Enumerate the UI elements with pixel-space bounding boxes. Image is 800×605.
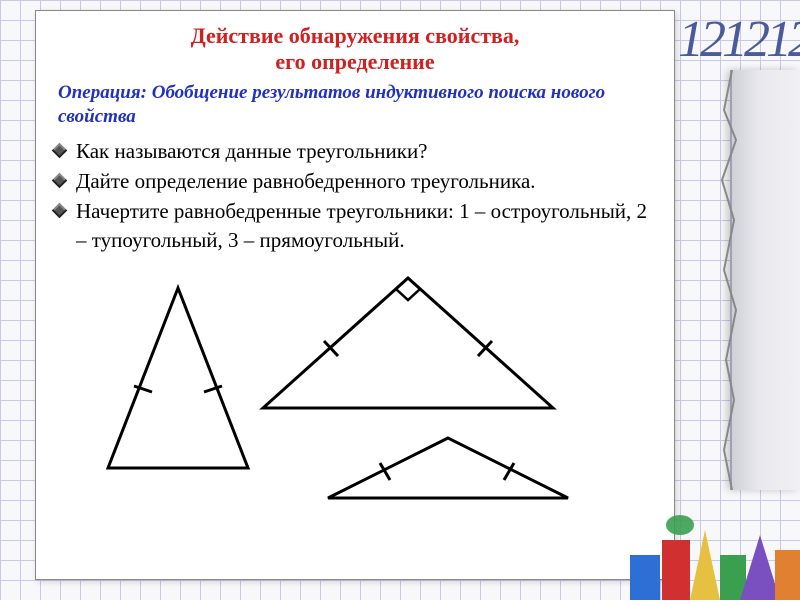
corner-shapes-svg bbox=[620, 500, 800, 600]
title-line2: его определение bbox=[58, 49, 652, 75]
right-angle-marker bbox=[396, 278, 420, 300]
obtuse-triangle bbox=[328, 438, 568, 498]
diamond-icon bbox=[52, 142, 68, 158]
diamond-icon bbox=[52, 173, 68, 189]
bullet-text: Как называются данные треугольники? bbox=[76, 139, 428, 163]
triangle-figures bbox=[58, 258, 652, 518]
subtitle: Операция: Обобщение результатов индуктив… bbox=[58, 81, 652, 129]
title-line1: Действие обнаружения свойства, bbox=[58, 23, 652, 49]
figures-svg bbox=[58, 258, 658, 518]
list-item: Начертите равнобедренные треугольники: 1… bbox=[58, 197, 652, 254]
bullet-text: Начертите равнобедренные треугольники: 1… bbox=[76, 199, 647, 251]
corner-shapes bbox=[620, 500, 800, 600]
list-item: Как называются данные треугольники? bbox=[58, 137, 652, 165]
diamond-icon bbox=[52, 203, 68, 219]
bullet-list: Как называются данные треугольники? Дайт… bbox=[58, 137, 652, 254]
main-panel: Действие обнаружения свойства, его опред… bbox=[35, 10, 675, 580]
bullet-text: Дайте определение равнобедренного треуго… bbox=[76, 169, 536, 193]
list-item: Дайте определение равнобедренного треуго… bbox=[58, 167, 652, 195]
acute-triangle bbox=[108, 288, 248, 468]
right-triangle bbox=[263, 278, 553, 408]
